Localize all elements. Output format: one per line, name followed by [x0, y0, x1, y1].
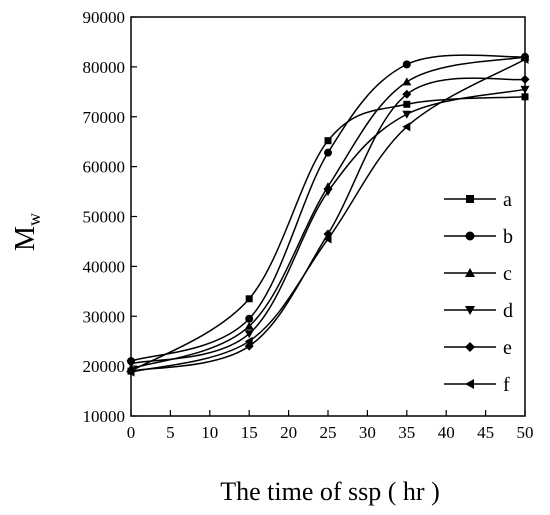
y-tick-label: 40000 [83, 257, 126, 276]
series-d [126, 85, 530, 369]
legend-label-d: d [503, 300, 513, 322]
data-point-f [402, 122, 411, 132]
data-point-a [403, 100, 411, 108]
x-tick-label: 15 [241, 423, 258, 442]
svg-text:Mw: Mw [10, 213, 44, 251]
x-tick-label: 20 [280, 423, 297, 442]
y-tick-label: 80000 [83, 58, 126, 77]
legend-marker-a [466, 195, 474, 203]
y-tick-label: 30000 [83, 307, 126, 326]
legend-marker-e [465, 342, 475, 352]
data-point-f [244, 336, 253, 346]
x-tick-label: 5 [166, 423, 175, 442]
data-point-b [245, 314, 254, 323]
data-point-a [521, 93, 529, 101]
legend-label-a: a [503, 189, 512, 211]
y-tick-label: 60000 [83, 158, 126, 177]
series-line-f [130, 58, 526, 373]
x-tick-label: 50 [517, 423, 534, 442]
x-tick-label: 25 [320, 423, 337, 442]
series-f [126, 54, 529, 377]
legend-item-a: a [444, 189, 512, 211]
series-line-d [130, 88, 526, 365]
legend-label-c: c [503, 263, 512, 285]
data-point-f [126, 367, 135, 377]
data-point-d [520, 85, 530, 94]
legend-label-b: b [503, 226, 513, 248]
data-point-a [245, 295, 253, 303]
y-tick-label: 50000 [83, 208, 126, 227]
data-point-f [520, 54, 529, 64]
x-tick-label: 10 [201, 423, 218, 442]
x-axis-ticks: 0 5 10 15 20 25 30 35 40 45 50 [127, 410, 534, 442]
y-tick-label: 90000 [83, 8, 126, 27]
y-tick-label: 70000 [83, 108, 126, 127]
data-point-d [244, 330, 254, 339]
y-axis-title: Mw [10, 213, 44, 251]
data-point-d [126, 360, 136, 369]
data-point-a [324, 137, 332, 145]
data-point-e [520, 74, 530, 84]
data-point-e [402, 89, 412, 99]
legend-label-e: e [503, 337, 512, 359]
series-b [127, 52, 529, 366]
legend-marker-c [465, 268, 475, 277]
legend-label-f: f [503, 374, 510, 396]
legend-item-d: d [444, 300, 513, 322]
legend-marker-d [465, 306, 475, 315]
data-point-b [324, 148, 332, 157]
data-point-b [402, 60, 411, 69]
series-e [126, 74, 530, 376]
data-point-c [244, 321, 254, 330]
series-line-c [130, 56, 526, 370]
legend-item-b: b [444, 226, 513, 248]
series-line-a [130, 96, 526, 372]
series-line-b [130, 54, 526, 362]
x-tick-label: 35 [398, 423, 415, 442]
series-layer [126, 52, 530, 377]
legend-marker-b [465, 231, 475, 241]
legend-item-e: e [444, 337, 512, 359]
y-axis-title-subscript: w [24, 213, 44, 226]
x-tick-label: 45 [477, 423, 494, 442]
y-axis-title-main: M [10, 226, 41, 251]
y-tick-label: 10000 [83, 407, 126, 426]
series-c [126, 52, 530, 373]
data-point-c [402, 77, 412, 86]
data-point-d [402, 110, 412, 119]
x-axis-title: The time of ssp ( hr ) [220, 477, 440, 506]
series-line-e [130, 77, 526, 372]
legend-item-f: f [444, 374, 510, 396]
y-tick-label: 20000 [83, 357, 126, 376]
data-point-f [323, 234, 332, 244]
legend-marker-f [465, 379, 474, 389]
x-tick-label: 40 [438, 423, 455, 442]
x-tick-label: 30 [359, 423, 376, 442]
legend-item-c: c [444, 263, 512, 285]
y-axis-ticks: 10000 20000 30000 40000 50000 60000 70000 80000… [83, 8, 137, 426]
x-tick-label: 0 [127, 423, 136, 442]
data-point-d [323, 188, 333, 197]
